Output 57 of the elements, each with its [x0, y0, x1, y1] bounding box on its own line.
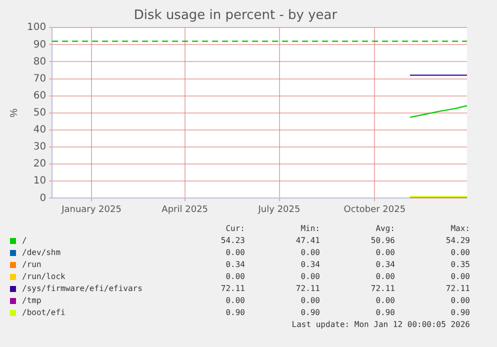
- y-tick-label: 10: [33, 176, 46, 187]
- text: 0.90: [374, 307, 395, 319]
- text: Last update: Mon Jan 12 00:00:05 2026: [290, 319, 470, 331]
- y-tick-label: 90: [33, 39, 46, 50]
- text: Max:: [450, 223, 470, 235]
- text: 0.90: [224, 307, 245, 319]
- text: 0.00: [374, 295, 395, 307]
- text: 54.29: [444, 235, 470, 247]
- text: 47.41: [294, 235, 320, 247]
- y-tick-label: 20: [33, 158, 46, 170]
- legend-label: /: [21, 235, 28, 247]
- y-tick-label: 100: [26, 22, 46, 34]
- text: 0.35: [450, 259, 470, 271]
- text: 0.00: [224, 295, 245, 307]
- x-tick-label: July 2025: [257, 204, 300, 215]
- text: 50.96: [370, 235, 395, 247]
- y-tick-label: 0: [40, 192, 46, 204]
- y-tick-label: 60: [33, 90, 46, 102]
- y-tick-label: 80: [33, 56, 46, 68]
- text: 0.34: [374, 259, 395, 271]
- text: Avg:: [374, 223, 395, 235]
- text: Cur:: [224, 223, 245, 235]
- legend-label: /run/lock: [21, 271, 66, 283]
- text: 0.00: [224, 271, 245, 283]
- y-tick-label: 70: [33, 73, 46, 84]
- text: 0.00: [374, 247, 395, 259]
- legend-label: /tmp: [21, 295, 42, 307]
- text: 0.34: [224, 259, 245, 271]
- text: 72.11: [294, 283, 320, 295]
- text: 54.23: [220, 235, 245, 247]
- legend-label: /dev/shm: [21, 247, 62, 259]
- x-tick-label: October 2025: [344, 204, 406, 215]
- text: 0.00: [300, 295, 320, 307]
- y-tick-label: 30: [33, 142, 46, 153]
- text: 0.00: [450, 247, 470, 259]
- text: 72.11: [444, 283, 470, 295]
- text: 72.11: [370, 283, 395, 295]
- text: 0.90: [450, 307, 470, 319]
- text: 0.00: [450, 295, 470, 307]
- text: 0.00: [300, 271, 320, 283]
- text: 0.00: [450, 271, 470, 283]
- y-tick-label: 40: [33, 124, 46, 136]
- legend-label: /run: [21, 259, 42, 271]
- y-axis-title: %: [8, 108, 20, 118]
- text: 72.11: [220, 283, 245, 295]
- text: 0.34: [300, 259, 320, 271]
- x-tick-label: January 2025: [60, 204, 122, 215]
- legend-label: /boot/efi: [21, 307, 66, 319]
- legend-label: /sys/firmware/efi/efivars: [21, 283, 144, 295]
- x-tick-label: April 2025: [162, 204, 208, 215]
- y-tick-label: 50: [33, 107, 46, 118]
- text: 0.90: [300, 307, 320, 319]
- text: 0.00: [224, 247, 245, 259]
- text: 0.00: [300, 247, 320, 259]
- chart-title: Disk usage in percent - by year: [134, 8, 338, 24]
- text: 0.00: [374, 271, 395, 283]
- text: Min:: [300, 223, 320, 235]
